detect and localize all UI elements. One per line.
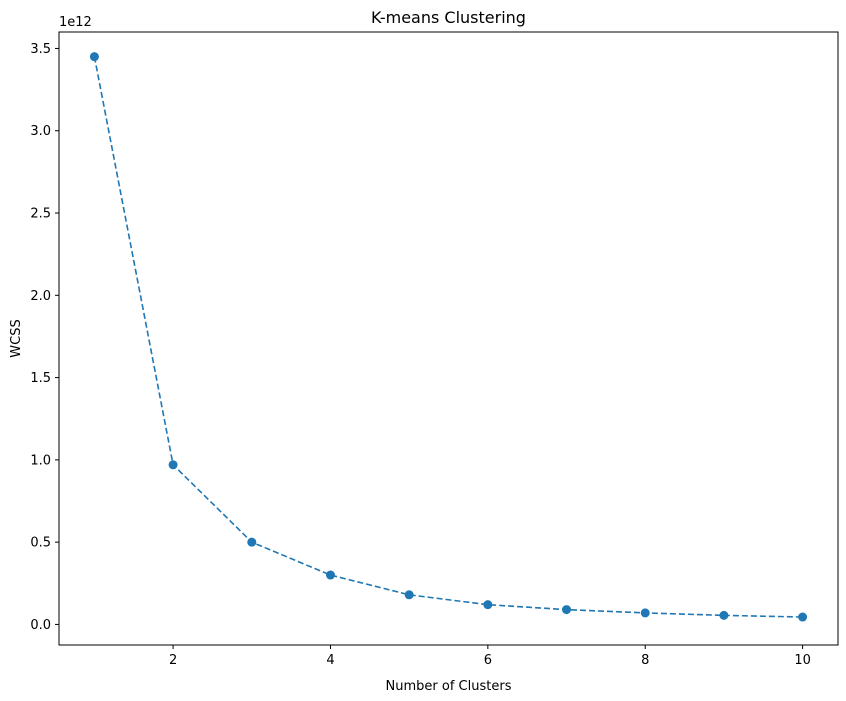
y-tick-label: 2.0 <box>30 289 51 304</box>
y-tick-label: 0.5 <box>30 536 51 551</box>
y-tick-label: 2.5 <box>30 207 51 222</box>
x-tick-label: 2 <box>169 653 177 668</box>
x-tick-label: 10 <box>794 653 811 668</box>
data-point <box>798 612 808 622</box>
x-axis: 2 4 6 8 10 <box>169 645 811 668</box>
y-tick-label: 1.0 <box>30 453 51 468</box>
x-tick-label: 4 <box>326 653 334 668</box>
data-point <box>719 610 729 620</box>
y-tick-label: 0.0 <box>30 618 51 633</box>
data-point <box>640 608 650 618</box>
y-tick-label: 3.5 <box>30 42 51 57</box>
y-tick-label: 3.0 <box>30 124 51 139</box>
data-point <box>247 537 257 547</box>
y-axis: 0.0 0.5 1.0 1.5 2.0 2.5 3.0 3.5 <box>30 42 59 633</box>
data-point <box>89 52 99 62</box>
y-axis-label: WCSS <box>9 319 24 357</box>
data-point <box>325 570 335 580</box>
data-point <box>168 460 178 470</box>
data-point <box>562 605 572 615</box>
y-tick-label: 1.5 <box>30 371 51 386</box>
series-line <box>93 56 803 618</box>
data-point <box>483 600 493 610</box>
y-offset-label: 1e12 <box>59 15 92 30</box>
plot-area <box>58 31 839 646</box>
x-tick-label: 6 <box>484 653 492 668</box>
data-point <box>404 590 414 600</box>
chart-title: K-means Clustering <box>371 8 526 27</box>
series-markers <box>89 52 808 622</box>
x-tick-label: 8 <box>641 653 649 668</box>
x-axis-label: Number of Clusters <box>386 679 512 694</box>
